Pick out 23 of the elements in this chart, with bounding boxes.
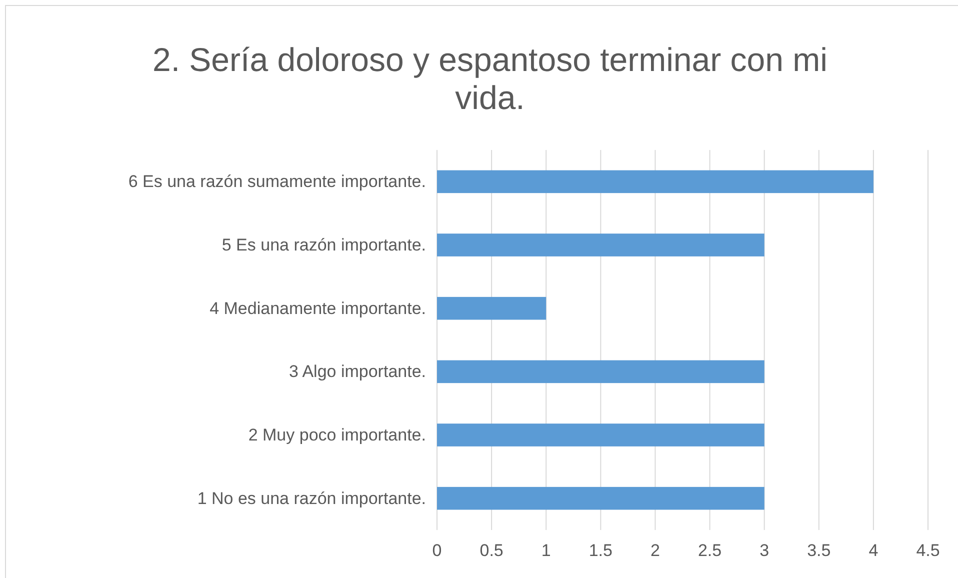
x-tick-label: 3 (760, 541, 770, 560)
y-tick-label: 3 Algo importante. (288, 362, 426, 382)
bar (437, 424, 764, 446)
x-tick-label: 0 (432, 541, 442, 560)
bar (437, 234, 764, 256)
bar (437, 170, 874, 194)
x-tick-label: 4.5 (916, 541, 940, 560)
x-tick-label: 2 (650, 541, 660, 560)
x-tick-label: 0.5 (480, 541, 504, 560)
chart-title: 2. Sería doloroso y espantoso terminar con mi vida. (152, 41, 828, 116)
y-tick-label: 6 Es una razón sumamente importante. (128, 172, 426, 192)
bar (437, 486, 764, 510)
x-tick-label: 2.5 (698, 541, 722, 560)
x-tick-label: 3.5 (807, 541, 831, 560)
y-tick-label: 4 Medianamente importante. (210, 298, 426, 318)
x-tick-label: 1.5 (588, 541, 612, 560)
y-tick-label: 2 Muy poco importante. (248, 425, 426, 444)
x-tick-label: 1 (541, 541, 551, 560)
y-tick-label: 5 Es una razón importante. (222, 235, 426, 254)
bar (437, 360, 764, 384)
y-tick-label: 1 No es una razón importante. (197, 488, 426, 508)
bar (437, 296, 546, 320)
x-tick-label: 4 (868, 541, 878, 560)
